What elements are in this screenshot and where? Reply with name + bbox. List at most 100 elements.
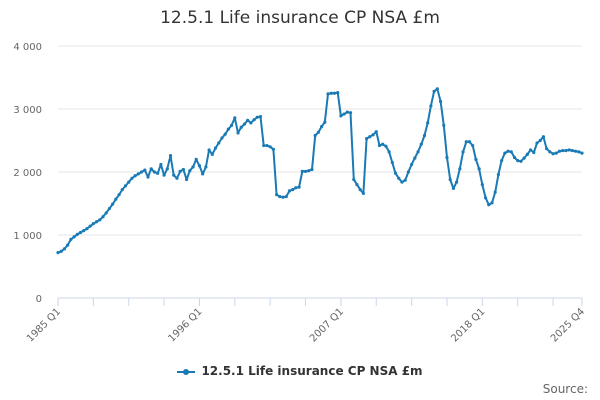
- data-point: [561, 148, 565, 153]
- data-point: [387, 150, 391, 154]
- data-point: [348, 111, 353, 115]
- y-tick-label: 1 000: [13, 231, 42, 242]
- y-axis: 0 1 000 2 000 3 000 4 000: [13, 42, 42, 305]
- data-point: [220, 136, 224, 140]
- data-point: [255, 115, 259, 119]
- data-point: [152, 170, 157, 174]
- data-point: [522, 156, 526, 160]
- data-point: [410, 162, 414, 167]
- data-point: [284, 194, 288, 199]
- data-point: [91, 222, 95, 226]
- data-point: [458, 167, 462, 171]
- data-point: [438, 99, 443, 104]
- data-point: [294, 186, 298, 190]
- data-point: [545, 147, 549, 151]
- data-point: [178, 169, 182, 173]
- data-point: [490, 201, 494, 205]
- data-point: [226, 127, 230, 131]
- data-point: [233, 116, 237, 120]
- data-point: [111, 202, 115, 206]
- data-point: [336, 91, 340, 95]
- data-point: [532, 150, 536, 155]
- data-point: [139, 170, 144, 174]
- y-tick-label: 0: [36, 294, 42, 305]
- data-point: [172, 173, 176, 177]
- data-point: [506, 149, 510, 153]
- data-point: [422, 133, 427, 138]
- data-point: [329, 91, 333, 95]
- data-point: [229, 123, 234, 127]
- chart-title: 12.5.1 Life insurance CP NSA £m: [160, 8, 440, 28]
- data-point: [471, 143, 475, 148]
- data-point: [464, 140, 468, 144]
- data-point: [461, 150, 465, 154]
- data-point: [313, 133, 317, 138]
- data-point: [143, 168, 147, 172]
- data-point: [297, 185, 301, 189]
- data-point: [133, 174, 137, 178]
- data-point: [56, 251, 60, 255]
- data-point: [528, 148, 533, 152]
- data-point: [381, 142, 385, 146]
- data-point: [120, 188, 124, 192]
- data-point: [323, 120, 327, 124]
- data-point: [127, 180, 131, 184]
- data-point: [371, 133, 375, 137]
- data-point: [168, 154, 173, 158]
- data-point: [69, 237, 73, 242]
- data-point: [291, 188, 295, 192]
- data-point: [567, 148, 571, 152]
- data-point: [496, 172, 501, 177]
- data-point: [117, 193, 121, 197]
- data-point: [516, 159, 520, 163]
- data-point: [114, 197, 118, 201]
- data-point: [271, 147, 275, 151]
- data-point: [242, 122, 247, 126]
- x-tick-label: 1985 Q1: [25, 306, 63, 344]
- data-point: [368, 135, 372, 139]
- data-point: [429, 104, 433, 108]
- data-point: [123, 184, 128, 188]
- data-point: [564, 148, 568, 153]
- data-point: [390, 160, 394, 165]
- data-point: [541, 135, 546, 139]
- data-point: [252, 118, 256, 122]
- data-point: [487, 203, 491, 207]
- data-point: [181, 167, 185, 172]
- data-point: [419, 142, 423, 146]
- data-point: [416, 150, 420, 154]
- data-point: [384, 144, 388, 148]
- data-point: [236, 131, 240, 135]
- data-point: [258, 114, 263, 119]
- y-tick-label: 3 000: [13, 105, 42, 116]
- legend[interactable]: 12.5.1 Life insurance CP NSA £m: [0, 364, 600, 378]
- data-point: [320, 125, 324, 129]
- data-point: [165, 167, 169, 171]
- data-point: [400, 180, 404, 184]
- data-point: [59, 249, 63, 253]
- data-point: [265, 143, 269, 148]
- data-point: [136, 172, 140, 176]
- data-point: [262, 143, 266, 148]
- data-point: [217, 141, 221, 145]
- data-point: [72, 235, 76, 239]
- data-point: [223, 132, 227, 136]
- data-point: [455, 180, 459, 184]
- series-path: [57, 87, 583, 254]
- data-point: [580, 151, 584, 155]
- data-point: [448, 177, 452, 182]
- data-point: [483, 196, 488, 200]
- data-point: [397, 176, 401, 180]
- data-point: [512, 155, 517, 160]
- data-point: [435, 87, 439, 91]
- data-point: [85, 227, 89, 231]
- data-point: [413, 156, 417, 160]
- x-tick-label: 2018 Q1: [449, 306, 487, 344]
- data-point: [403, 178, 407, 182]
- data-point: [500, 159, 504, 163]
- data-point: [432, 89, 436, 93]
- data-point: [377, 143, 382, 148]
- data-point: [554, 151, 558, 155]
- data-point: [477, 167, 481, 171]
